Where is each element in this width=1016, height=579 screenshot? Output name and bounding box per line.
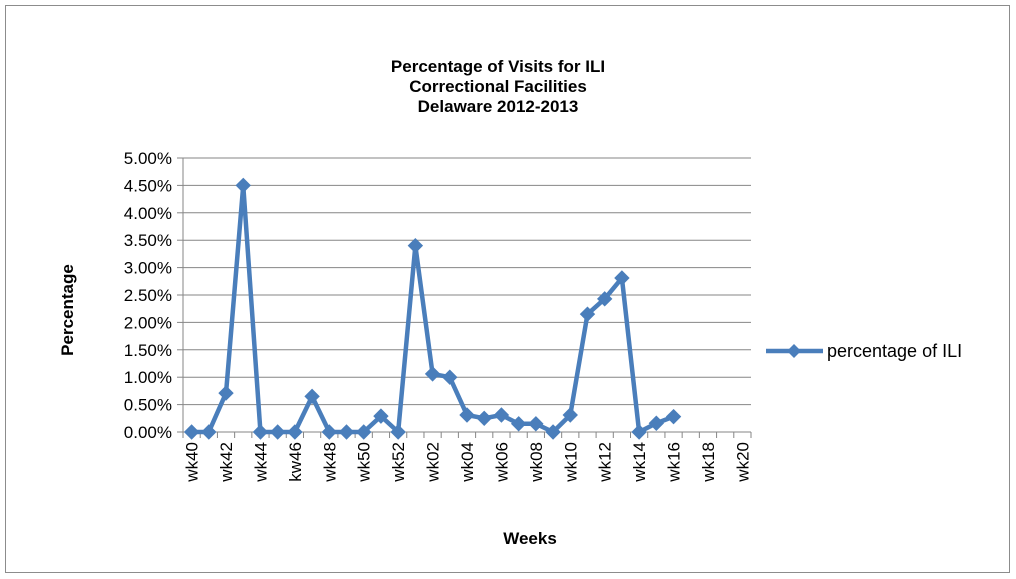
data-point — [373, 408, 389, 424]
x-tick-label: wk12 — [596, 442, 615, 483]
y-tick-label: 3.50% — [124, 231, 172, 250]
axes — [177, 157, 752, 438]
data-point — [321, 424, 338, 440]
x-tick-label: wk42 — [217, 442, 236, 483]
x-axis-title: Weeks — [503, 529, 557, 548]
x-tick-label: wk02 — [424, 442, 443, 483]
y-tick-label: 3.00% — [124, 259, 172, 278]
data-point — [476, 410, 492, 427]
series-percentage-of-ili — [183, 177, 682, 440]
data-point — [459, 407, 475, 423]
x-tick-label: wk04 — [458, 442, 477, 483]
data-point — [596, 291, 613, 307]
y-tick-label: 5.00% — [124, 149, 172, 168]
x-tick-label: wk08 — [527, 442, 546, 483]
data-point — [201, 424, 217, 440]
x-tick-label: wk16 — [665, 442, 684, 483]
chart-title-line: Delaware 2012-2013 — [418, 97, 579, 116]
data-point — [356, 424, 372, 440]
data-point — [562, 407, 578, 423]
data-point — [269, 424, 286, 440]
y-tick-label: 4.50% — [124, 176, 172, 195]
y-tick-label: 4.00% — [124, 204, 172, 223]
x-tick-label: wk18 — [699, 442, 718, 483]
data-point — [510, 416, 527, 432]
chart-title-line: Correctional Facilities — [409, 77, 587, 96]
x-axis-tick-labels: wk40 wk42 wk44 kw46 wk48 wk50 wk52 wk02 wk04 wk06… — [183, 442, 753, 483]
y-axis-title: Percentage — [58, 264, 77, 356]
data-point — [407, 237, 424, 254]
x-tick-label: wk20 — [733, 442, 752, 483]
data-point — [252, 424, 269, 440]
y-axis-tick-labels: 0.00% 0.50% 1.00% 1.50% 2.00% 2.50% 3.00% 3.50%… — [124, 149, 172, 442]
data-point — [665, 408, 682, 425]
y-tick-label: 0.50% — [124, 396, 172, 415]
data-point — [304, 388, 320, 405]
x-tick-label: wk52 — [389, 442, 408, 483]
chart-title-line: Percentage of Visits for ILI — [391, 57, 605, 76]
y-tick-label: 1.00% — [124, 368, 172, 387]
data-point — [648, 415, 665, 431]
data-point — [631, 424, 647, 440]
x-tick-label: wk44 — [251, 442, 270, 483]
chart-title: Percentage of Visits for ILICorrectional… — [391, 57, 605, 116]
data-point — [528, 416, 544, 432]
y-tick-label: 2.00% — [124, 313, 172, 332]
x-tick-label: wk10 — [561, 442, 580, 483]
data-point — [390, 424, 406, 440]
data-point — [287, 424, 303, 440]
legend-marker — [787, 344, 801, 358]
x-tick-label: wk14 — [630, 442, 649, 483]
data-point — [338, 424, 355, 440]
gridlines — [183, 157, 751, 406]
data-point — [218, 385, 234, 401]
data-point — [183, 424, 200, 440]
y-tick-label: 1.50% — [124, 341, 172, 360]
legend-label: percentage of ILI — [827, 341, 962, 361]
x-tick-label: kw46 — [286, 442, 305, 482]
data-point — [442, 369, 458, 385]
data-point — [235, 177, 251, 194]
data-point — [493, 407, 510, 423]
data-point — [614, 270, 630, 286]
x-tick-label: wk48 — [320, 442, 339, 483]
data-point — [579, 306, 596, 322]
data-point — [545, 424, 561, 440]
data-point — [424, 366, 441, 382]
x-tick-label: wk50 — [355, 442, 374, 483]
chart-area — [5, 5, 1010, 573]
y-tick-label: 0.00% — [124, 423, 172, 442]
y-tick-label: 2.50% — [124, 286, 172, 305]
series-line — [191, 183, 675, 435]
x-tick-label: wk06 — [492, 442, 511, 483]
x-tick-label: wk40 — [183, 442, 202, 483]
legend: percentage of ILI — [766, 341, 962, 361]
